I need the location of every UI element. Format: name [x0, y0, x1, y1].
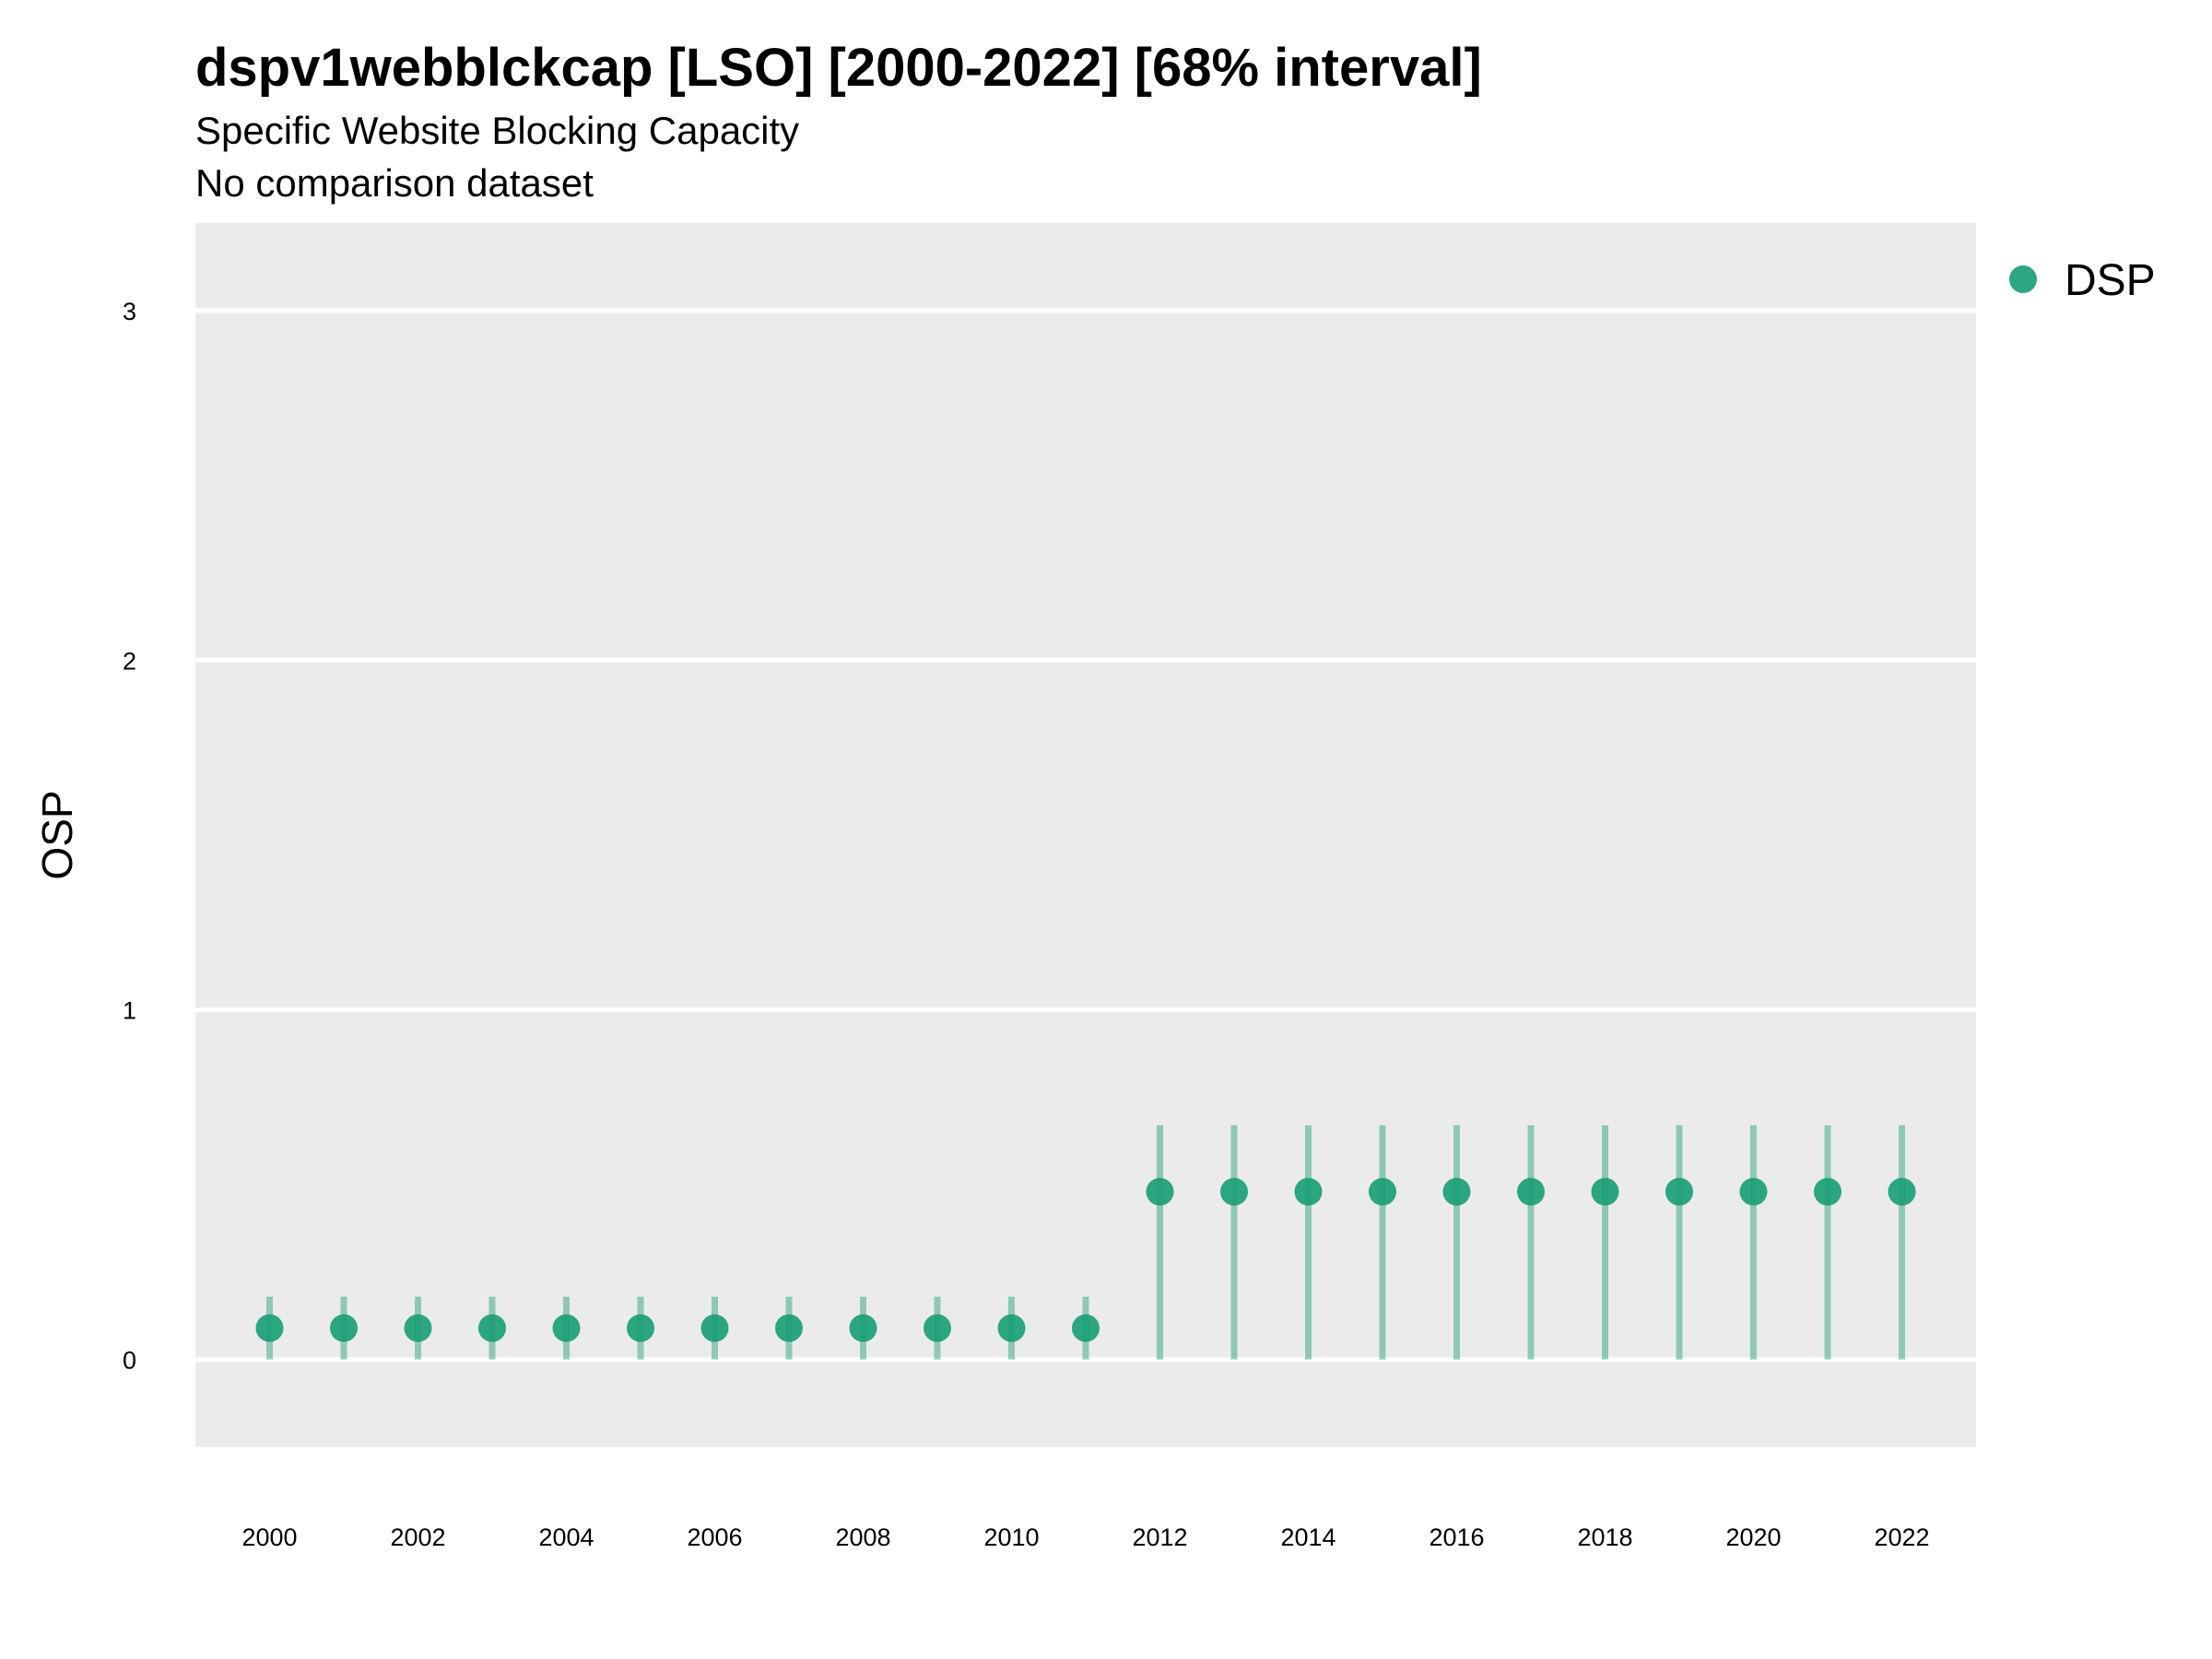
x-tick-label: 2008	[835, 1524, 890, 1551]
chart-caption: No comparison dataset	[195, 161, 594, 205]
data-point	[1220, 1178, 1248, 1206]
data-point	[627, 1313, 654, 1342]
data-point	[552, 1313, 581, 1342]
data-point	[478, 1313, 506, 1342]
data-point	[330, 1313, 358, 1342]
x-tick-label: 2016	[1429, 1524, 1484, 1551]
data-point	[775, 1313, 803, 1342]
x-tick-label: 2010	[983, 1524, 1039, 1551]
data-point	[1369, 1178, 1396, 1206]
y-axis-label: OSP	[33, 790, 81, 879]
data-point	[924, 1313, 951, 1342]
y-tick-label: 1	[123, 997, 136, 1025]
data-point	[849, 1313, 877, 1342]
x-tick-label: 2020	[1725, 1524, 1781, 1551]
data-point	[997, 1313, 1026, 1342]
y-tick-label: 0	[123, 1347, 136, 1374]
data-point	[1814, 1178, 1841, 1206]
grid-lines	[195, 308, 1976, 1362]
chart-title: dspv1webblckcap [LSO] [2000-2022] [68% i…	[195, 38, 1482, 98]
data-point	[1739, 1178, 1768, 1206]
data-point	[1517, 1178, 1545, 1206]
legend: DSP	[2009, 256, 2156, 305]
x-tick-label: 2022	[1874, 1524, 1929, 1551]
legend-swatch-dsp	[2009, 265, 2037, 293]
data-point	[1665, 1178, 1693, 1206]
data-point	[1442, 1178, 1471, 1206]
chart-subtitle: Specific Website Blocking Capacity	[195, 109, 800, 152]
y-tick-label: 2	[123, 647, 136, 675]
data-points	[255, 1178, 1916, 1342]
data-point	[1072, 1313, 1100, 1342]
x-tick-label: 2002	[390, 1524, 445, 1551]
y-axis-ticks: 0 1 2 3	[123, 298, 136, 1374]
x-tick-label: 2006	[687, 1524, 742, 1551]
data-point	[404, 1313, 432, 1342]
x-tick-label: 2014	[1280, 1524, 1335, 1551]
data-point	[700, 1313, 729, 1342]
data-point	[255, 1313, 284, 1342]
x-tick-label: 2012	[1132, 1524, 1187, 1551]
x-tick-label: 2018	[1577, 1524, 1632, 1551]
y-tick-label: 3	[123, 298, 136, 325]
data-point	[1888, 1178, 1916, 1206]
plot-panel	[195, 223, 1976, 1447]
data-point	[1591, 1178, 1619, 1206]
data-point	[1294, 1178, 1323, 1206]
x-tick-label: 2004	[538, 1524, 594, 1551]
data-point	[1146, 1178, 1174, 1206]
legend-label-dsp: DSP	[2065, 256, 2156, 305]
x-tick-label: 2000	[241, 1524, 297, 1551]
x-axis-ticks: 2000 2002 2004 2006 2008 2010 2012 2014 2016 2018…	[241, 1524, 1929, 1551]
